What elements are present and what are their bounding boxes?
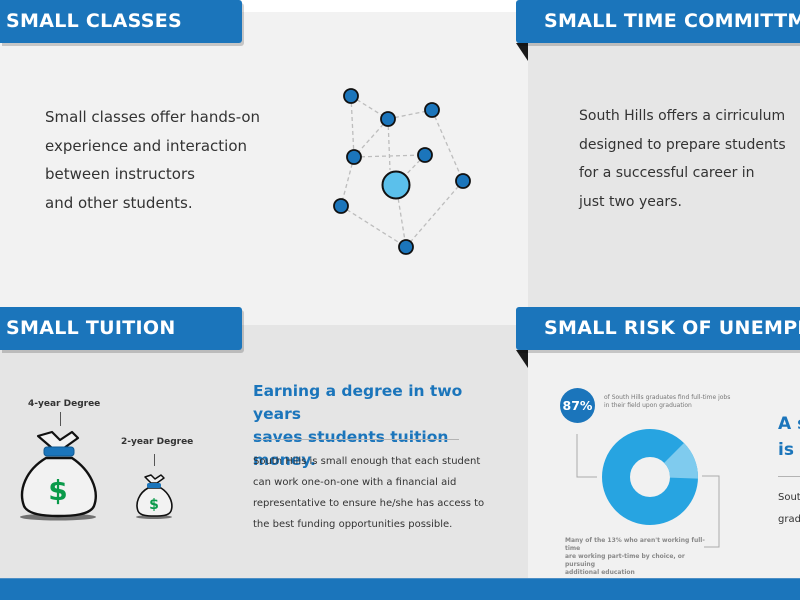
label-line xyxy=(154,454,155,466)
four-year-label: 4-year Degree xyxy=(28,399,101,409)
headline-line: Earning a degree in two years xyxy=(253,382,463,423)
text-line: experience and interaction xyxy=(45,136,248,155)
text-line: Small classes offer hands-on xyxy=(45,108,261,126)
text-line: the best funding opportunities possible. xyxy=(253,519,453,530)
employment-donut-chart: 87% of South Hills graduates find full-t… xyxy=(555,380,755,576)
small-tuition-panel xyxy=(0,325,528,578)
label-line xyxy=(60,412,61,426)
headline-line: is p xyxy=(778,440,800,460)
percent-badge: 87% xyxy=(560,388,595,423)
divider xyxy=(253,439,459,440)
small-classes-header: SMALL CLASSES xyxy=(0,0,242,43)
donut-caption: Many of the 13% who aren't working full-… xyxy=(565,537,715,577)
text-line: just two years. xyxy=(579,193,682,210)
small-tuition-header: SMALL TUITION xyxy=(0,307,242,350)
caption-line: in their field upon graduation xyxy=(604,402,692,409)
text-line: can work one-on-one with a financial aid xyxy=(253,477,457,488)
small-risk-header: SMALL RISK OF UNEMPLOYMENT xyxy=(516,307,800,350)
text-line: Sout xyxy=(778,492,800,503)
tuition-headline: Earning a degree in two years saves stud… xyxy=(253,380,503,472)
money-bags-illustration: 4-year Degree 2-year Degree $ $ xyxy=(10,390,210,530)
small-classes-text: Small classes offer hands-on experience … xyxy=(45,103,305,217)
headline-line: saves students tuition money. xyxy=(253,428,449,469)
ribbon-fold xyxy=(516,350,528,368)
small-money-bag-icon: $ xyxy=(136,474,173,519)
small-time-text: South Hills offers a cirriculum designed… xyxy=(579,102,800,216)
caption-line: are working part-time by choice, or purs… xyxy=(565,553,685,568)
two-year-label: 2-year Degree xyxy=(121,437,194,447)
text-line: grad xyxy=(778,514,800,525)
text-line: representative to ensure he/she has acce… xyxy=(253,498,485,509)
ribbon-fold xyxy=(516,43,528,61)
text-line: designed to prepare students xyxy=(579,136,786,153)
divider xyxy=(778,476,800,477)
tuition-body-text: South Hills is small enough that each st… xyxy=(253,451,493,535)
text-line: between instructors xyxy=(45,165,195,183)
large-money-bag-icon: $ xyxy=(20,430,97,521)
network-diagram-icon xyxy=(333,88,471,255)
caption-line: Many of the 13% who aren't working full-… xyxy=(565,537,705,552)
text-line: for a successful career in xyxy=(579,165,755,181)
footer-band xyxy=(0,578,800,600)
risk-side-headline: A s is p xyxy=(778,411,800,463)
text-line: and other students. xyxy=(45,193,193,212)
caption-line: additional education xyxy=(565,569,635,576)
small-time-panel: South Hills offers a cirriculum designed… xyxy=(528,12,800,325)
small-time-header: SMALL TIME COMMITTMENT xyxy=(516,0,800,43)
headline-line: A s xyxy=(778,414,800,434)
caption-line: of South Hills graduates find full-time … xyxy=(604,394,731,401)
risk-side-body: Sout grad xyxy=(778,487,800,531)
text-line: South Hills offers a cirriculum xyxy=(579,108,786,124)
donut-svg xyxy=(576,428,720,548)
svg-text:$: $ xyxy=(48,474,67,507)
small-classes-panel xyxy=(0,12,528,325)
text-line: South Hills is small enough that each st… xyxy=(253,456,481,467)
badge-caption: of South Hills graduates find full-time … xyxy=(604,394,744,410)
svg-text:$: $ xyxy=(149,497,159,513)
